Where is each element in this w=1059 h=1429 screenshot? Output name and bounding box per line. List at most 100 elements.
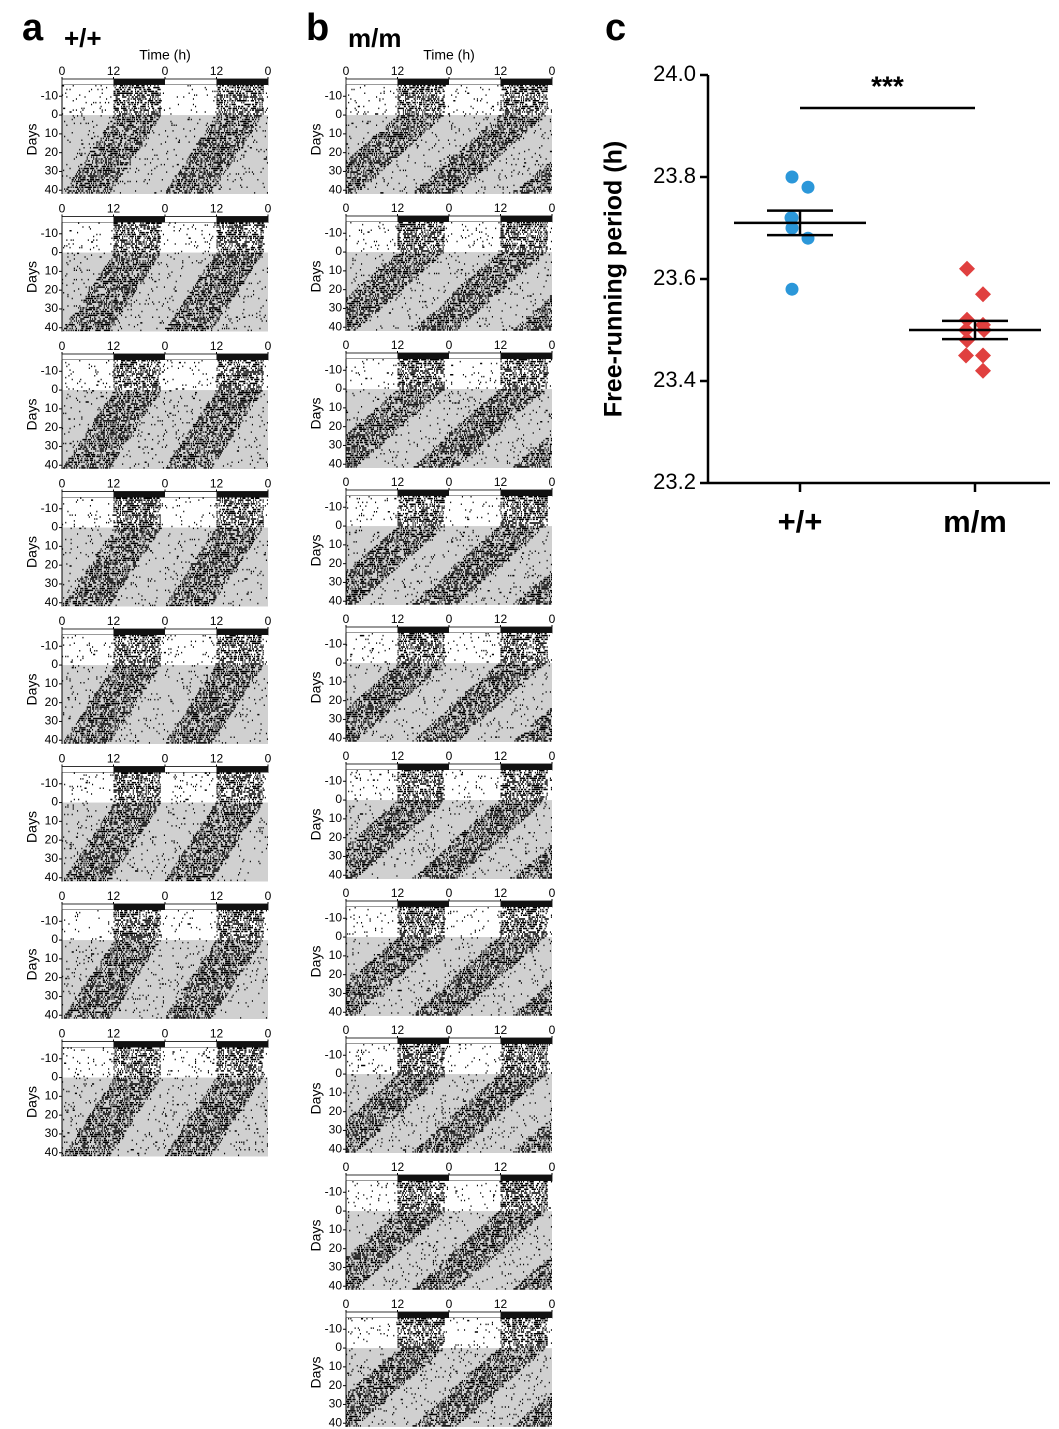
y-axis-title: Days <box>24 811 40 843</box>
y-tick-label: 20 <box>329 693 343 707</box>
dark-phase <box>397 79 449 85</box>
dark-phase <box>397 490 449 496</box>
y-tick-label: 20 <box>329 1104 343 1118</box>
dark-phase <box>500 1175 552 1181</box>
activity-trace <box>346 1318 552 1427</box>
y-tick-label: 10 <box>329 948 343 962</box>
y-tick-label: 10 <box>45 1089 59 1103</box>
activity-trace <box>62 360 268 469</box>
y-tick-label: 10 <box>329 811 343 825</box>
x-tick-label: 12 <box>210 1027 224 1041</box>
activity-trace <box>346 359 552 468</box>
panel-label: c <box>605 7 626 49</box>
activity-trace <box>346 85 552 194</box>
x-tick-label: m/m <box>943 504 1007 539</box>
y-tick-label: -10 <box>325 910 343 924</box>
x-tick-label: 12 <box>494 338 508 352</box>
y-tick-label: 20 <box>45 1107 59 1121</box>
y-tick-label: 10 <box>45 814 59 828</box>
dark-phase <box>113 766 165 773</box>
y-tick-label: -10 <box>325 636 343 650</box>
x-tick-label: 0 <box>549 201 556 215</box>
x-tick-label: 12 <box>210 752 224 766</box>
y-tick-label: 20 <box>329 282 343 296</box>
x-tick-label: 12 <box>210 614 224 628</box>
significance-label: *** <box>871 70 904 101</box>
x-tick-label: 12 <box>107 477 121 491</box>
y-tick-label: -10 <box>325 1047 343 1061</box>
y-tick-label: 0 <box>51 382 58 396</box>
y-tick-label: 23.2 <box>653 469 696 494</box>
activity-trace <box>346 496 552 605</box>
y-tick-label: 40 <box>329 730 343 744</box>
x-tick-label: 0 <box>59 889 66 903</box>
y-tick-label: 20 <box>45 970 59 984</box>
dark-phase <box>397 901 449 907</box>
y-tick-label: -10 <box>325 1321 343 1335</box>
y-tick-label: 10 <box>329 1222 343 1236</box>
dark-phase <box>500 764 552 770</box>
dark-phase <box>113 1041 165 1048</box>
x-tick-label: 12 <box>494 475 508 489</box>
y-tick-label: 0 <box>335 1340 342 1354</box>
y-tick-label: -10 <box>325 773 343 787</box>
dark-phase <box>113 79 165 85</box>
y-tick-label: 10 <box>329 674 343 688</box>
dark-phase <box>397 764 449 770</box>
x-tick-label: 0 <box>446 64 453 78</box>
x-tick-label: 0 <box>162 64 169 78</box>
panel-title: m/m <box>348 23 401 53</box>
dark-phase <box>500 901 552 907</box>
ld-background <box>62 910 268 941</box>
x-tick-label: 0 <box>162 889 169 903</box>
dark-phase <box>500 490 552 496</box>
y-axis-title: Days <box>308 124 324 156</box>
x-tick-label: 0 <box>59 339 66 353</box>
y-axis-title: Days <box>308 1357 324 1389</box>
activity-trace <box>346 633 552 742</box>
x-tick-label: 0 <box>343 64 350 78</box>
data-point <box>784 211 798 225</box>
y-tick-label: 30 <box>329 438 343 452</box>
x-tick-label: 12 <box>107 64 121 78</box>
x-tick-label: 12 <box>210 64 224 78</box>
y-axis-title: Days <box>24 261 40 293</box>
x-tick-label: 0 <box>446 886 453 900</box>
data-point <box>975 286 991 303</box>
y-tick-label: 20 <box>329 830 343 844</box>
x-tick-label: 0 <box>265 477 272 491</box>
y-tick-label: -10 <box>41 363 59 377</box>
y-tick-label: 30 <box>329 1123 343 1137</box>
x-tick-label: 0 <box>549 338 556 352</box>
x-tick-label: 12 <box>107 202 121 216</box>
y-tick-label: 40 <box>329 1278 343 1292</box>
dark-phase <box>113 354 165 360</box>
x-tick-label: 12 <box>391 64 405 78</box>
x-tick-label: 0 <box>549 64 556 78</box>
x-tick-label: 12 <box>107 614 121 628</box>
dark-phase <box>500 1312 552 1318</box>
y-tick-label: 0 <box>335 381 342 395</box>
x-tick-label: 0 <box>446 612 453 626</box>
y-tick-label: 30 <box>45 1126 59 1140</box>
y-tick-label: 10 <box>329 1359 343 1373</box>
x-tick-label: 12 <box>107 889 121 903</box>
panel-label: a <box>22 7 44 49</box>
x-tick-label: 0 <box>59 1027 66 1041</box>
x-tick-label: 12 <box>494 749 508 763</box>
dd-background <box>62 252 268 332</box>
y-tick-label: 20 <box>329 419 343 433</box>
y-tick-label: 23.6 <box>653 265 696 290</box>
y-tick-label: 20 <box>329 967 343 981</box>
y-tick-label: 30 <box>45 164 59 178</box>
y-tick-label: 40 <box>329 867 343 881</box>
x-tick-label: 12 <box>494 201 508 215</box>
x-tick-label: 12 <box>210 339 224 353</box>
y-tick-label: 10 <box>45 539 59 553</box>
x-tick-label: 12 <box>494 886 508 900</box>
y-tick-label: 0 <box>335 518 342 532</box>
